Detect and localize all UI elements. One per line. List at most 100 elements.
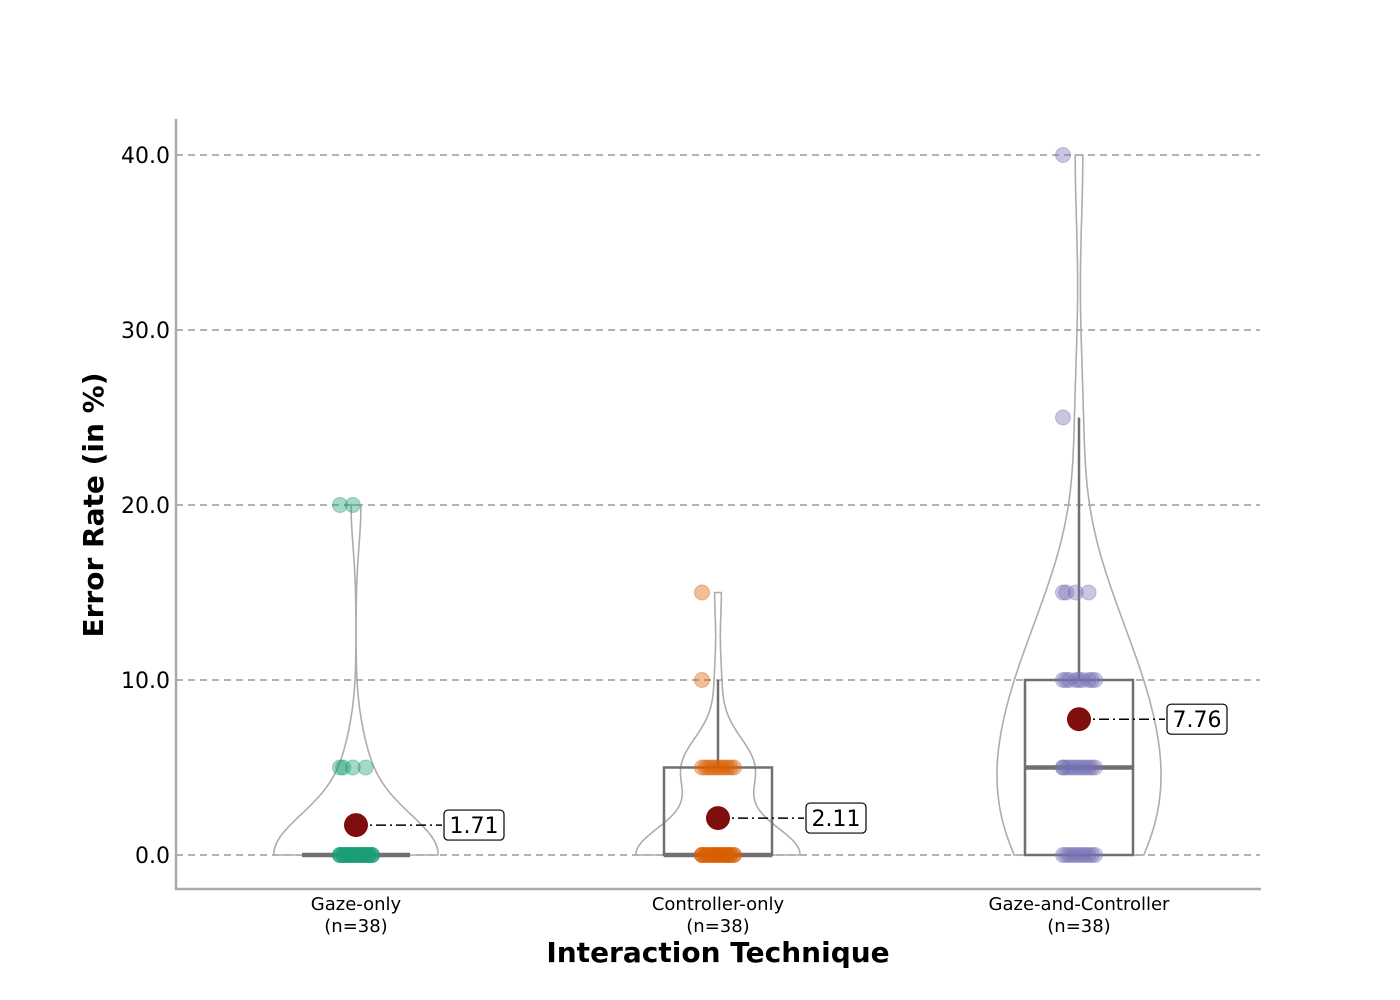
data-point (354, 847, 371, 863)
data-point (351, 847, 368, 863)
data-point (1071, 847, 1087, 863)
data-point (1071, 672, 1087, 688)
data-point (354, 847, 371, 863)
data-point (348, 847, 364, 863)
data-point (1064, 759, 1081, 776)
data-point (1064, 847, 1081, 863)
data-point (694, 847, 710, 863)
data-point (706, 847, 723, 863)
data-point (1058, 672, 1075, 688)
x-tick-label: Gaze-and-Controller (989, 894, 1170, 915)
mean-marker (1067, 707, 1091, 732)
data-point (722, 759, 739, 776)
data-point (1080, 847, 1097, 863)
mean-markers: 1.71 2.11 7.76 (344, 703, 1228, 841)
data-point (1083, 759, 1100, 776)
data-point (1067, 847, 1084, 863)
data-point (332, 759, 348, 776)
data-point (1067, 672, 1084, 688)
mean-label: 7.76 (1173, 708, 1222, 733)
x-tick-label: Controller-only (652, 894, 785, 915)
data-point (344, 847, 361, 863)
data-point (700, 847, 717, 863)
data-point (357, 847, 374, 863)
data-points (332, 147, 1103, 863)
data-point (697, 847, 714, 863)
data-point (1055, 759, 1071, 776)
y-tick-label: 20.0 (121, 494, 170, 519)
data-point (364, 847, 380, 863)
violin-2 (996, 154, 1162, 856)
data-point (694, 847, 710, 863)
data-point (1055, 759, 1071, 776)
data-point (719, 847, 736, 863)
data-point (341, 847, 358, 863)
data-point (726, 759, 742, 776)
data-point (722, 847, 739, 863)
box-plots (302, 417, 1135, 858)
data-point (1055, 672, 1071, 688)
data-point (364, 847, 380, 863)
data-point (1058, 584, 1075, 601)
data-point (719, 847, 736, 863)
mean-label-box (1166, 703, 1228, 735)
data-point (341, 847, 358, 863)
data-point (706, 847, 723, 863)
data-point (1071, 759, 1087, 776)
data-point (1061, 847, 1078, 863)
mean-label-box (805, 802, 867, 834)
data-point (706, 847, 723, 863)
data-point (1058, 847, 1075, 863)
data-point (713, 847, 730, 863)
y-tick-label: 10.0 (121, 669, 170, 694)
data-point (703, 759, 720, 776)
data-point (1074, 759, 1091, 776)
data-point (694, 847, 710, 863)
data-point (348, 847, 364, 863)
data-point (344, 847, 361, 863)
data-point (357, 759, 374, 776)
data-point (1055, 409, 1071, 426)
y-axis-label: Error Rate (in %) (77, 372, 110, 637)
x-tick-label: Gaze-only (311, 894, 402, 915)
data-point (1067, 584, 1084, 601)
data-point (1061, 672, 1078, 688)
mean-marker (344, 813, 368, 838)
data-point (344, 847, 361, 863)
data-point (719, 759, 736, 776)
data-point (364, 847, 380, 863)
data-point (1083, 672, 1100, 688)
data-point (1055, 847, 1071, 863)
data-point (1077, 759, 1094, 776)
data-point (1080, 672, 1097, 688)
data-point (335, 759, 352, 776)
data-point (706, 759, 723, 776)
x-tick-labels: Gaze-only(n=38)Controller-only(n=38)Gaze… (311, 894, 1170, 937)
data-point (351, 847, 368, 863)
data-point (338, 847, 355, 863)
data-point (332, 847, 348, 863)
data-point (338, 847, 355, 863)
data-point (713, 759, 730, 776)
data-point (1055, 147, 1071, 163)
data-point (1067, 759, 1084, 776)
data-point (694, 584, 710, 601)
x-tick-count: (n=38) (686, 916, 749, 937)
data-point (335, 847, 352, 863)
data-point (710, 847, 726, 863)
x-tick-count: (n=38) (1047, 916, 1110, 937)
mean-label-box (443, 809, 505, 841)
data-point (710, 759, 726, 776)
data-point (703, 847, 720, 863)
data-point (348, 847, 364, 863)
x-axis-label: Interaction Technique (546, 936, 889, 969)
data-point (1080, 759, 1097, 776)
violin-0 (273, 504, 439, 856)
y-tick-labels: 0.0 10.0 20.0 30.0 40.0 (121, 144, 170, 869)
data-point (335, 847, 352, 863)
y-tick-label: 0.0 (135, 844, 170, 869)
data-point (713, 847, 730, 863)
data-point (360, 847, 377, 863)
data-point (1058, 759, 1075, 776)
data-point (726, 847, 742, 863)
